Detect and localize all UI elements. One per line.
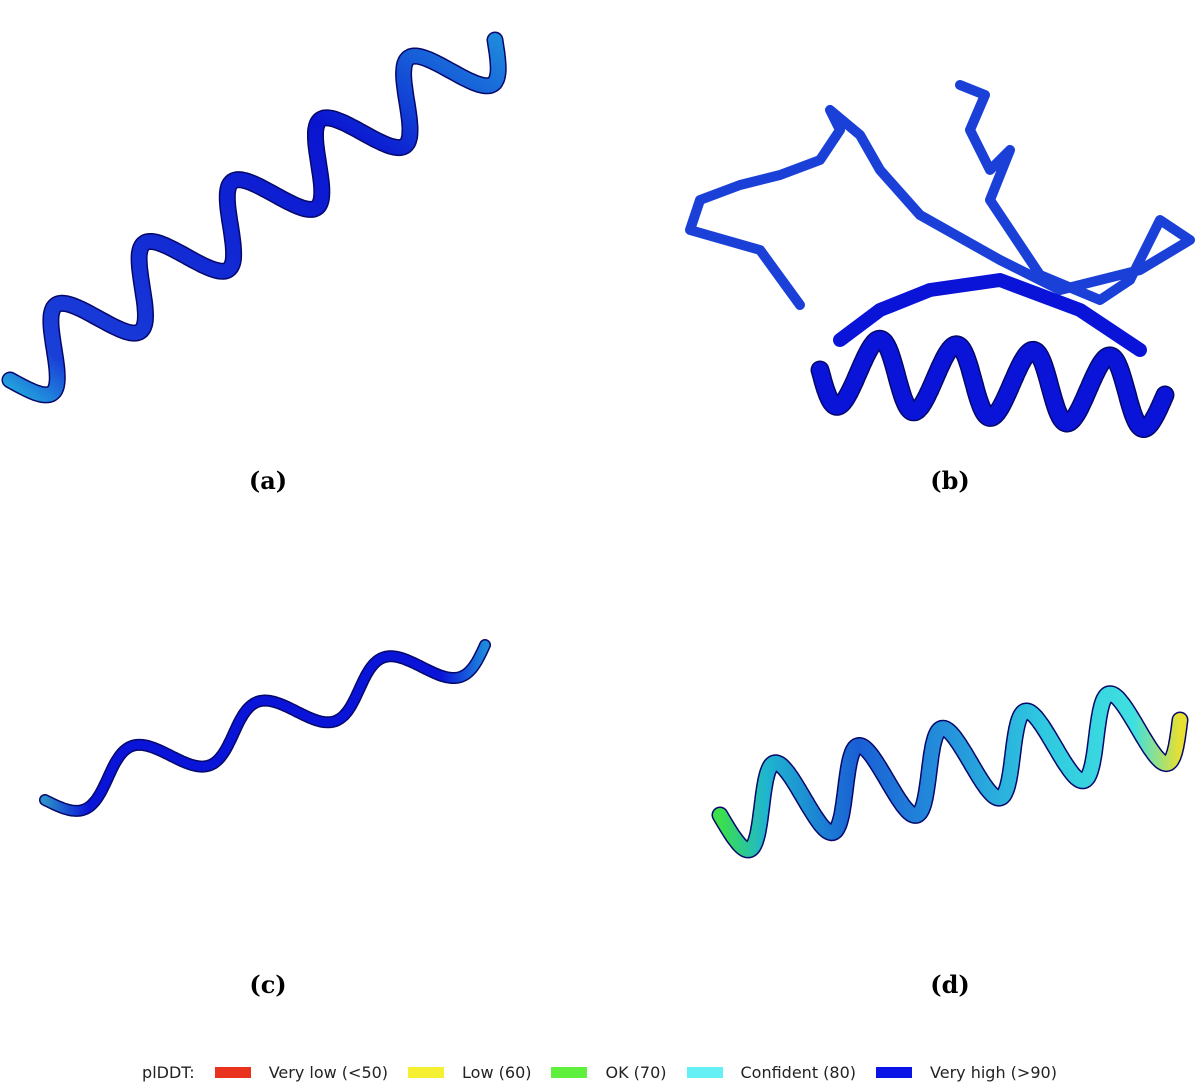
legend-title: plDDT: [142,1063,195,1082]
legend-swatch [551,1067,588,1078]
panel-label: (d) [930,970,970,999]
legend-label: Very high (>90) [930,1063,1057,1082]
legend-label: Low (60) [462,1063,532,1082]
legend-swatch [686,1067,723,1078]
legend-label: OK (70) [605,1063,667,1082]
ribbon [40,640,490,816]
ribbon [713,686,1187,857]
legend-label: Confident (80) [740,1063,857,1082]
ribbon [3,33,506,402]
ribbon [1,31,507,404]
panel-label: (b) [930,466,970,495]
ribbon [833,273,1147,357]
ribbons [1,31,1195,859]
legend-label: Very low (<50) [268,1063,389,1082]
legend-swatch [408,1067,445,1078]
ribbon [812,331,1173,437]
legend-swatch [876,1067,913,1078]
legend: plDDT: Very low (<50) Low (60) OK (70) Conf… [0,1063,1199,1082]
panel-label: (c) [249,970,287,999]
ribbon [685,80,1195,310]
legend-swatch [214,1067,251,1078]
panel-label: (a) [248,466,288,495]
